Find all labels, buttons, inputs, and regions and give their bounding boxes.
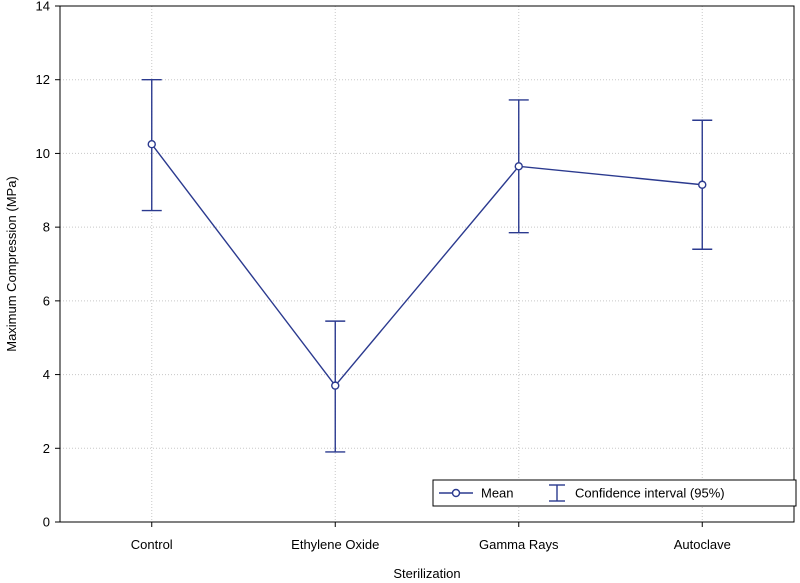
legend-mean-marker: [451, 488, 461, 498]
y-axis-label: Maximum Compression (MPa): [4, 176, 19, 352]
legend-box: [432, 479, 797, 507]
x-tick-label: Control: [131, 537, 173, 552]
mean-point: [514, 162, 523, 171]
series-mean: [141, 79, 713, 453]
legend-ci-icon: [549, 484, 565, 502]
y-tick-label: 8: [43, 220, 50, 235]
x-tick-label: Gamma Rays: [479, 537, 559, 552]
x-axis-label: Sterilization: [393, 566, 460, 581]
y-axis: 0 2 4 6 8 10 12 14: [36, 0, 60, 530]
y-tick-label: 12: [36, 72, 50, 87]
y-tick-label: 6: [43, 293, 50, 308]
mean-point: [698, 180, 707, 189]
mean-point: [331, 381, 340, 390]
x-tick-label: Ethylene Oxide: [291, 537, 379, 552]
x-axis: Control Ethylene Oxide Gamma Rays Autoclave: [131, 522, 731, 552]
y-tick-label: 14: [36, 0, 50, 14]
x-tick-label: Autoclave: [674, 537, 731, 552]
y-tick-label: 2: [43, 441, 50, 456]
legend: Mean Confidence interval (95%): [432, 479, 797, 507]
y-tick-label: 4: [43, 367, 50, 382]
mean-line: [151, 143, 703, 387]
plot-frame: [59, 5, 795, 523]
y-tick-label: 0: [43, 515, 50, 530]
legend-mean-label: Mean: [481, 486, 514, 501]
grid-lines: [60, 5, 794, 523]
mean-point: [147, 140, 156, 149]
y-tick-label: 10: [36, 146, 50, 161]
legend-ci-label: Confidence interval (95%): [575, 486, 725, 501]
